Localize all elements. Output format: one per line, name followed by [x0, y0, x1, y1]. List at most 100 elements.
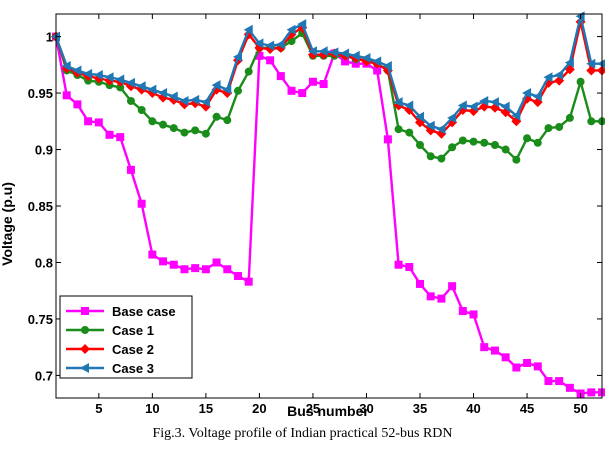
data-point-base-case [533, 362, 542, 371]
legend-swatch-marker [80, 363, 89, 373]
data-point-case-3 [115, 74, 125, 85]
data-point-case-1 [512, 155, 521, 164]
data-point-base-case [212, 258, 221, 267]
data-point-base-case [84, 117, 93, 126]
y-tick-label: 0.85 [28, 199, 53, 214]
data-point-base-case [105, 130, 114, 139]
data-point-case-3 [500, 101, 510, 112]
data-point-case-3 [147, 84, 157, 95]
data-point-case-3 [72, 65, 82, 76]
data-point-base-case [341, 57, 350, 66]
data-point-base-case [351, 59, 360, 68]
data-point-case-1 [533, 138, 542, 147]
data-point-case-3 [597, 59, 605, 69]
legend-item-case-3: Case 3 [66, 361, 154, 376]
data-point-case-3 [532, 91, 542, 102]
series-line-case-3 [54, 15, 602, 131]
data-point-base-case [523, 358, 532, 367]
data-point-base-case [191, 264, 200, 273]
data-point-base-case [512, 363, 521, 372]
x-tick-label: 20 [252, 401, 266, 416]
data-point-base-case [437, 294, 446, 303]
data-point-base-case [234, 272, 242, 281]
data-point-case-3 [297, 19, 307, 30]
data-point-case-1 [126, 96, 135, 105]
series-line-case-1 [54, 32, 602, 161]
data-point-case-3 [415, 111, 424, 122]
data-point-base-case [426, 292, 435, 301]
y-tick-label: 0.75 [28, 312, 53, 327]
data-point-case-3 [318, 46, 328, 57]
data-point-case-3 [564, 57, 574, 68]
data-point-case-3 [200, 97, 210, 108]
legend-swatch-marker [81, 307, 89, 315]
x-tick-label: 25 [306, 401, 320, 416]
data-point-base-case [405, 262, 414, 271]
legend-swatch-marker [80, 344, 90, 354]
data-point-case-3 [104, 72, 114, 83]
data-point-base-case [169, 260, 178, 269]
data-point-base-case [116, 133, 125, 142]
x-tick-label: 50 [573, 401, 587, 416]
data-point-base-case [308, 77, 317, 86]
data-point-case-1 [501, 145, 510, 154]
y-tick-label: 0.9 [35, 143, 53, 158]
data-point-base-case [255, 51, 264, 60]
data-point-case-3 [543, 72, 553, 83]
data-point-base-case [544, 377, 553, 386]
data-point-base-case [287, 86, 296, 95]
data-point-case-1 [234, 86, 242, 95]
y-tick-label: 0.95 [28, 86, 53, 101]
data-point-case-3 [447, 112, 457, 123]
data-point-case-1 [544, 124, 553, 133]
data-point-base-case [319, 80, 328, 89]
legend-label: Case 3 [112, 361, 154, 376]
data-point-case-1 [244, 67, 253, 76]
x-tick-label: 30 [359, 401, 373, 416]
legend-item-base-case: Base case [66, 304, 176, 319]
data-point-case-3 [83, 68, 93, 79]
data-point-base-case [73, 100, 82, 109]
data-point-case-1 [480, 138, 489, 147]
legend-swatch-marker [81, 326, 89, 334]
data-point-case-1 [201, 129, 210, 138]
figure-caption: Fig.3. Voltage profile of Indian practic… [152, 426, 453, 441]
data-point-case-3 [93, 69, 103, 80]
data-point-case-3 [275, 39, 285, 50]
data-point-case-1 [576, 77, 585, 86]
x-tick-label: 15 [199, 401, 213, 416]
data-point-case-1 [191, 126, 200, 135]
y-tick-label: 1 [46, 30, 53, 45]
data-point-case-1 [416, 141, 424, 150]
data-point-case-3 [168, 91, 178, 102]
data-point-case-3 [554, 69, 564, 80]
y-tick-label: 0.7 [35, 368, 53, 383]
data-point-base-case [490, 346, 499, 355]
data-point-base-case [555, 377, 564, 386]
data-point-case-1 [180, 128, 189, 137]
data-point-base-case [62, 91, 71, 100]
data-point-case-3 [329, 47, 339, 58]
data-point-case-3 [393, 97, 403, 108]
x-tick-label: 45 [520, 401, 534, 416]
x-axis-label: Bus number [287, 403, 369, 419]
data-point-case-1 [448, 143, 457, 152]
data-point-case-3 [522, 88, 532, 99]
data-point-case-3 [179, 95, 189, 106]
data-point-case-1 [223, 116, 232, 125]
data-point-base-case [448, 282, 457, 291]
data-point-base-case [244, 277, 253, 286]
data-point-base-case [458, 307, 467, 316]
data-point-case-3 [254, 38, 264, 49]
data-point-case-1 [169, 124, 178, 133]
data-point-base-case [276, 72, 285, 81]
data-point-base-case [373, 66, 382, 75]
data-point-case-3 [136, 81, 146, 92]
data-point-base-case [126, 165, 135, 174]
data-point-case-1 [405, 128, 414, 137]
data-point-case-3 [425, 120, 435, 131]
data-point-case-3 [190, 94, 200, 105]
data-point-case-1 [437, 154, 446, 163]
data-point-case-3 [350, 50, 360, 61]
data-point-case-3 [361, 53, 371, 64]
